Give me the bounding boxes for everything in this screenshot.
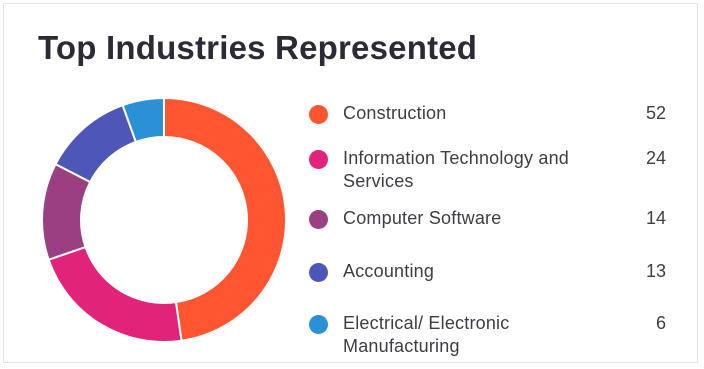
legend-color-dot [309, 263, 328, 282]
legend-item-value: 13 [645, 261, 666, 281]
donut-slice-information-technology-and-services[interactable] [47, 245, 183, 343]
legend-item-label: Accounting [343, 261, 435, 281]
donut-slice-accounting[interactable] [54, 103, 138, 184]
donut-slice-construction[interactable] [163, 96, 287, 342]
donut-chart [41, 96, 287, 343]
legend-item-value: 52 [645, 103, 666, 123]
legend-color-dot [309, 105, 328, 124]
legend-item-label: Computer Software [343, 208, 502, 228]
legend-color-dot [309, 210, 328, 229]
legend-item-label: Electrical/ Electronic Manufacturing [343, 313, 510, 356]
legend-item-label: Construction [343, 103, 447, 123]
donut-chart-area [40, 96, 288, 344]
legend-color-dot [309, 150, 328, 169]
legend-item-label: Information Technology and Services [343, 148, 570, 191]
legend-item-value: 14 [645, 208, 666, 228]
chart-title: Top Industries Represented [38, 29, 478, 66]
legend-item-value: 24 [645, 148, 666, 168]
chart-card: Top Industries Represented Construction … [3, 3, 698, 363]
donut-slice-electrical-electronic-manufacturing[interactable] [121, 96, 165, 144]
legend-item-value: 6 [655, 313, 666, 333]
legend-color-dot [309, 315, 328, 334]
